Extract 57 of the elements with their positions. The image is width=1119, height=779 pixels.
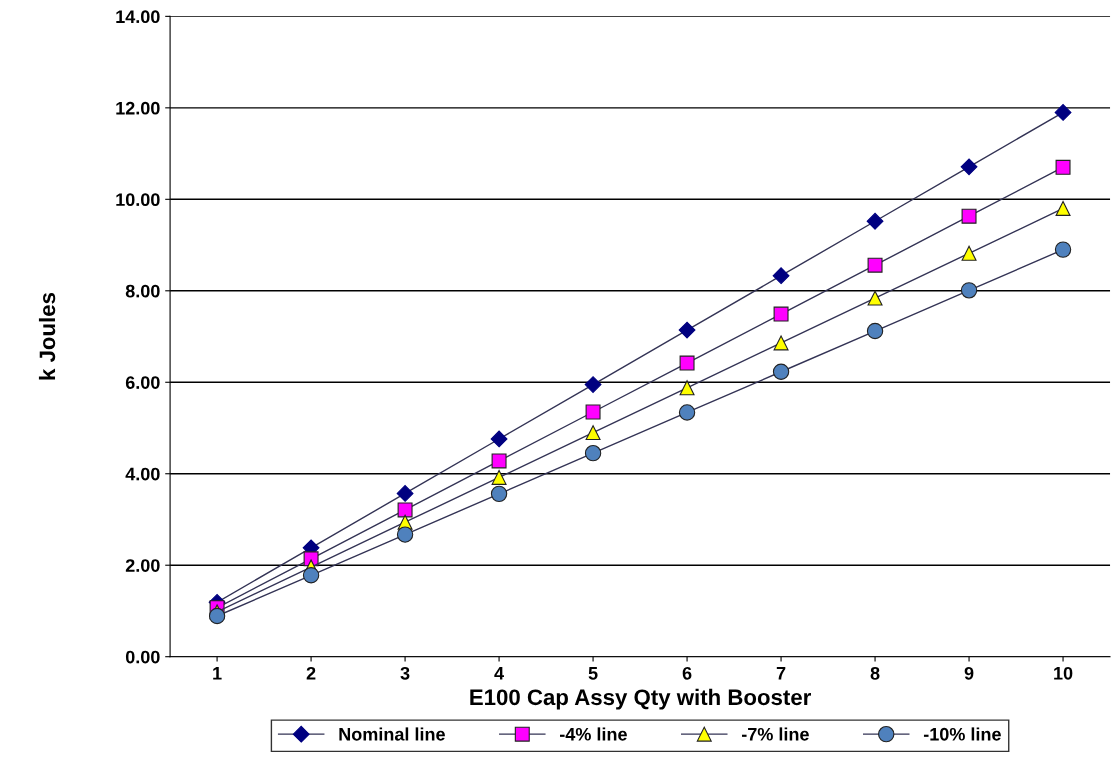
point [1054, 103, 1072, 121]
point [1055, 159, 1071, 175]
x-tick-label: 5 [588, 667, 598, 680]
point [772, 267, 790, 285]
legend-label: Nominal line [339, 727, 445, 741]
point [772, 363, 790, 380]
y-axis-title: k Joules [38, 292, 56, 380]
x-tick-label: 7 [776, 667, 786, 680]
y-tick-label: 10.00 [116, 193, 160, 207]
point [773, 335, 789, 351]
x-tick-label: 4 [494, 667, 504, 680]
point [960, 282, 978, 299]
x-axis-title: E100 Cap Assy Qty with Booster [470, 688, 811, 710]
point [491, 469, 507, 485]
y-tick-label: 8.00 [125, 284, 160, 298]
x-tick-label: 10 [1054, 666, 1073, 680]
legend-label: -4% line [560, 727, 627, 741]
point [491, 453, 507, 469]
y-tick-label: 2.00 [125, 559, 160, 572]
legend-label: -10% line [923, 727, 1001, 741]
y-tick-label: 0.00 [125, 650, 160, 664]
x-tick-label: 8 [870, 666, 880, 680]
x-tick-label: 9 [964, 666, 974, 680]
y-tick-label: 14.00 [116, 10, 160, 24]
point [585, 425, 601, 441]
x-tick-label: 6 [682, 666, 692, 680]
x-tick-label: 2 [306, 666, 316, 680]
point [866, 212, 884, 230]
point [960, 158, 978, 176]
legend-label: -7% line [741, 727, 809, 741]
point [679, 355, 695, 371]
y-tick-label: 6.00 [125, 376, 160, 389]
point [396, 526, 414, 543]
point [867, 290, 883, 306]
point [679, 380, 695, 396]
point [397, 502, 413, 518]
point [490, 485, 508, 503]
point [585, 404, 601, 420]
point [961, 245, 977, 261]
point [678, 321, 696, 339]
point [584, 376, 602, 393]
point [678, 404, 696, 421]
point [302, 567, 320, 584]
y-tick-label: 4.00 [125, 467, 160, 481]
point [1054, 241, 1072, 258]
point [584, 444, 602, 462]
x-tick-label: 1 [213, 667, 222, 680]
point [866, 322, 884, 340]
point [396, 484, 414, 502]
point [867, 257, 883, 273]
point [490, 430, 508, 448]
point [773, 306, 789, 322]
point [961, 208, 977, 224]
y-tick-label: 12.00 [116, 101, 160, 115]
point [208, 607, 226, 625]
point [1055, 200, 1071, 216]
x-tick-label: 3 [400, 666, 410, 680]
